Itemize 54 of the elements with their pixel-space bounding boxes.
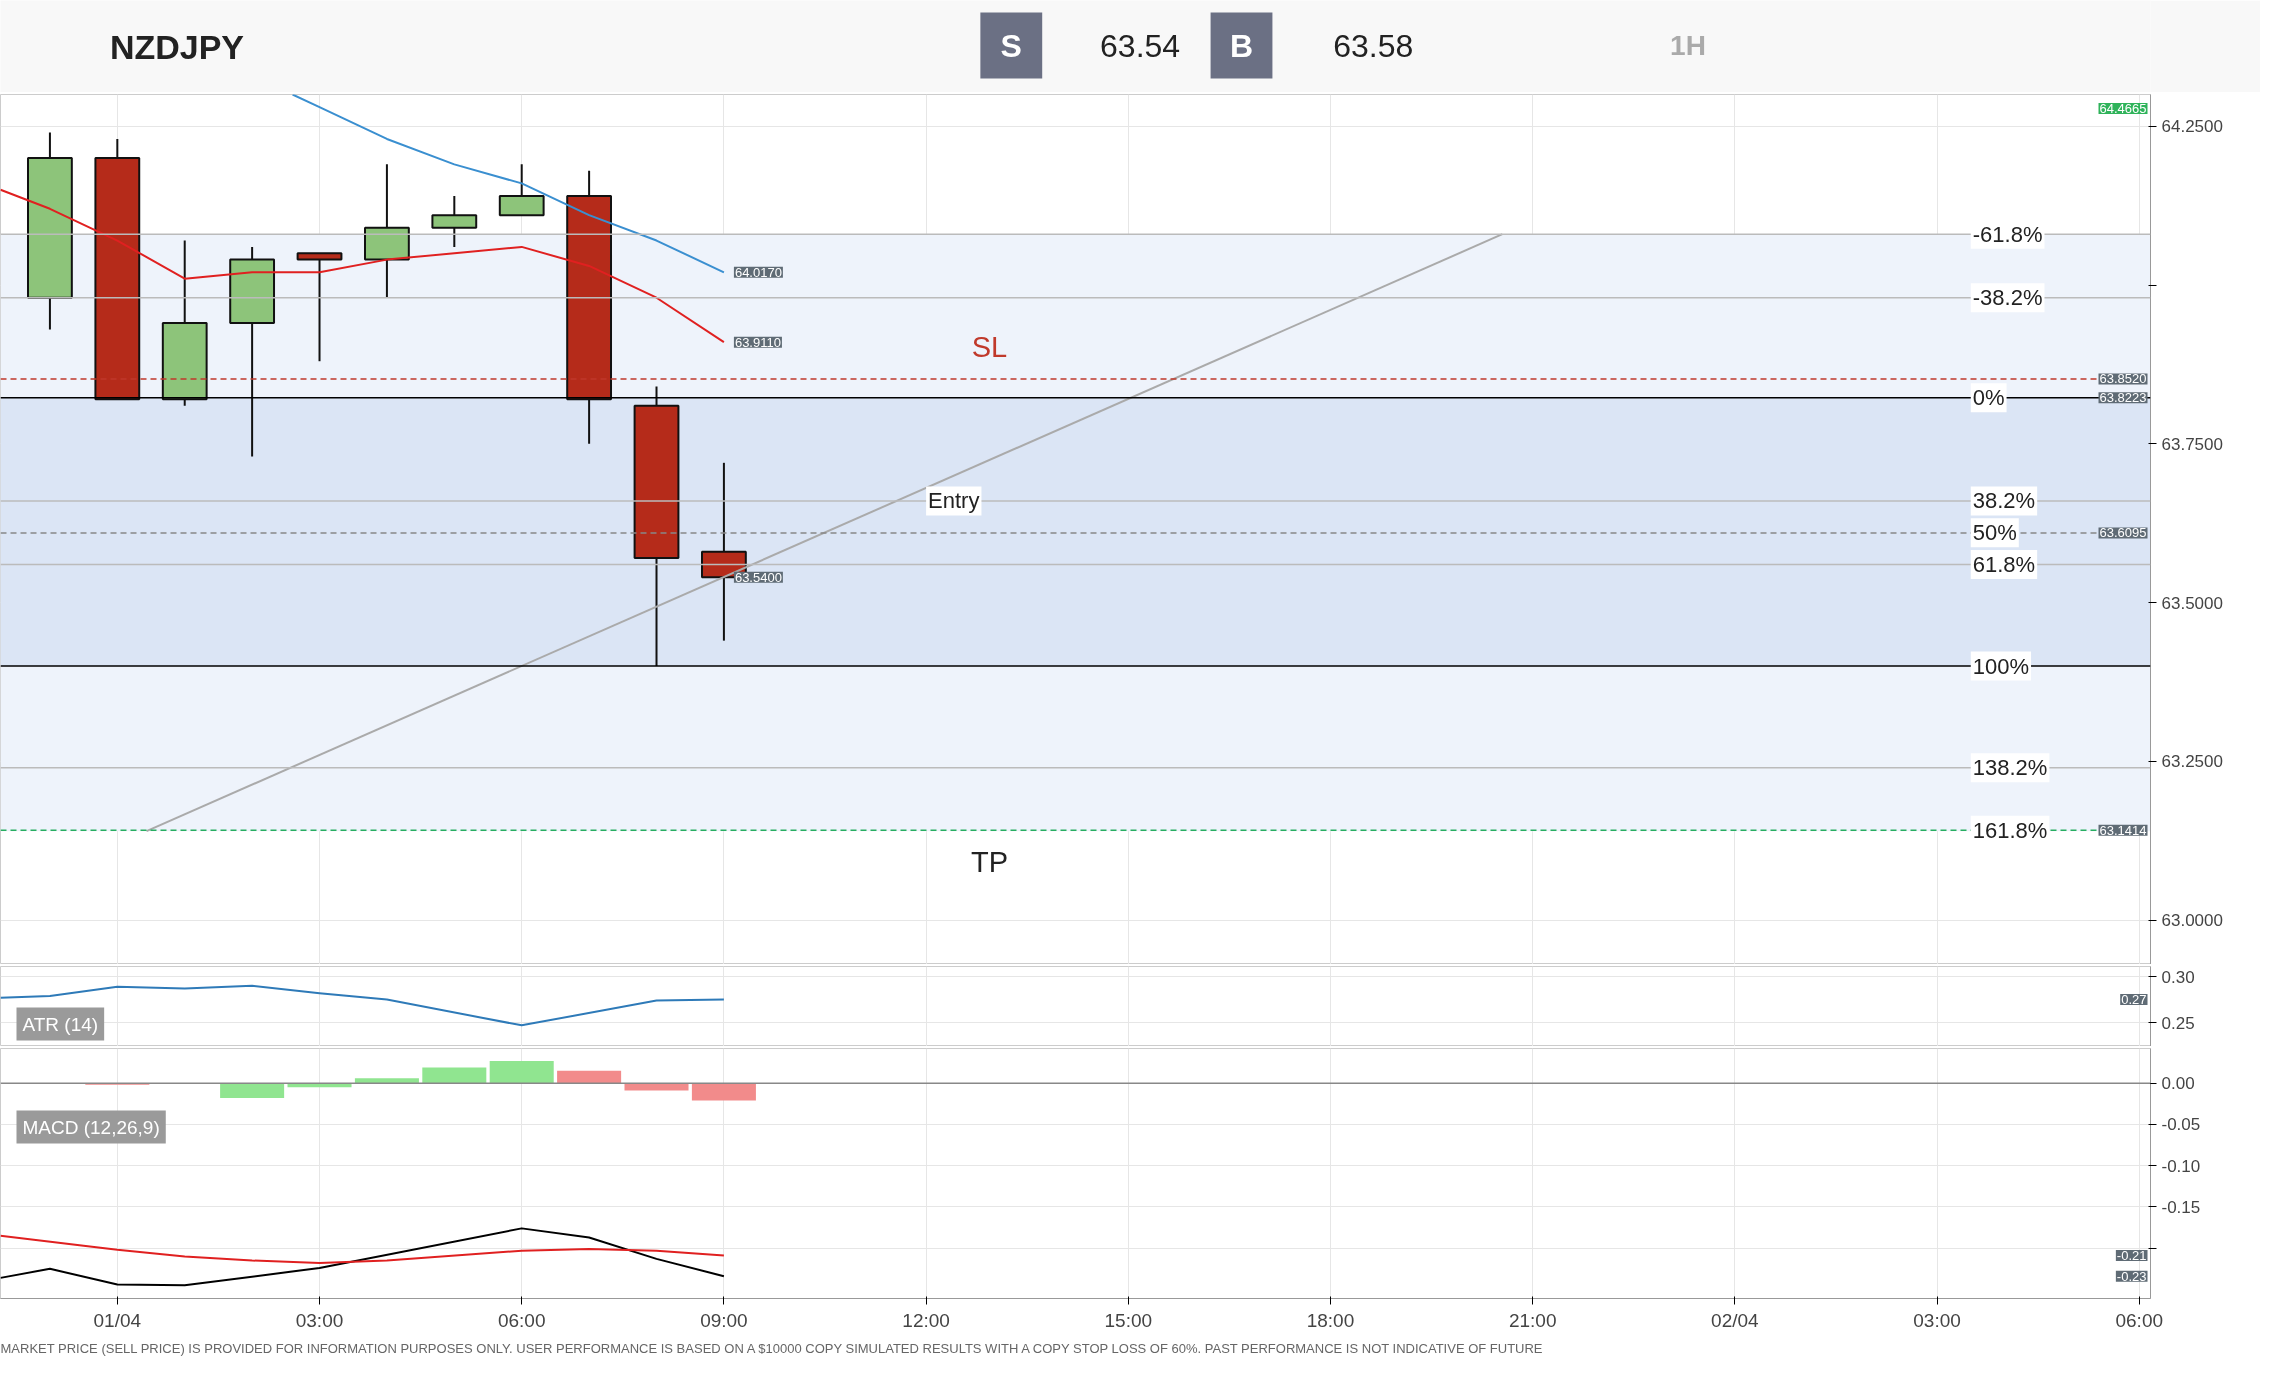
annotation: 64.4665 xyxy=(2099,101,2147,116)
y-tick-label: 63.0000 xyxy=(2161,911,2223,931)
y-tick-label: 0.00 xyxy=(2161,1074,2195,1094)
annotation: 38.2% xyxy=(1972,488,2036,514)
annotation: 100% xyxy=(1972,653,2030,679)
y-tick-label: -0.10 xyxy=(2161,1156,2201,1176)
y-tick-label: 63.5000 xyxy=(2161,593,2223,613)
annotation: -0.23 xyxy=(2116,1268,2147,1284)
annotation: 63.9110 xyxy=(734,334,781,350)
y-tick-label: 63.2500 xyxy=(2161,752,2223,772)
y-tick-label: 63.7500 xyxy=(2161,434,2223,454)
text: 63.58 xyxy=(1333,27,1414,64)
x-tick-label: 09:00 xyxy=(700,1309,748,1331)
x-tick-label: 06:00 xyxy=(2115,1309,2164,1331)
annotation: 63.6095 xyxy=(2099,525,2147,541)
ref-line-label: TP xyxy=(970,846,1009,879)
x-tick-label: 03:00 xyxy=(295,1309,344,1331)
x-tick-label: 01/04 xyxy=(93,1309,142,1331)
ref-line-label: SL xyxy=(971,331,1008,363)
annotation: -0.21 xyxy=(2116,1248,2147,1264)
y-tick-label: 64.2500 xyxy=(2161,117,2223,137)
x-tick-label: 21:00 xyxy=(1508,1309,1557,1331)
annotation: 61.8% xyxy=(1972,551,2036,577)
y-tick-label: 0.30 xyxy=(2161,967,2195,987)
text: MARKET PRICE (SELL PRICE) IS PROVIDED FOR INFORMATION PURPOSES ONLY. USER PERFORMANCE IS BASED ON A $10000 COPY SIMULATED RESULTS WITH A COPY STOP LOSS OF 60%. PAST PERFORMANCE IS NOT INDICATIVE OF FUTURE xyxy=(0,1340,1543,1356)
x-tick-label: 03:00 xyxy=(1913,1309,1961,1331)
annotation: -61.8% xyxy=(1972,221,2043,247)
annotation: Entry xyxy=(928,488,980,514)
annotation: -38.2% xyxy=(1972,285,2043,311)
text: 1H xyxy=(1670,30,1706,61)
annotation: 64.0170 xyxy=(734,264,782,280)
text: MACD (12,26,9) xyxy=(22,1116,160,1138)
x-tick-label: 06:00 xyxy=(497,1309,546,1331)
x-tick-label: 15:00 xyxy=(1104,1309,1153,1331)
annotation: 161.8% xyxy=(1972,817,2048,843)
annotation: 63.8520 xyxy=(2099,371,2147,387)
x-tick-label: 02/04 xyxy=(1711,1309,1760,1331)
annotation: 63.5400 xyxy=(734,569,782,585)
text: ATR (14) xyxy=(22,1013,99,1035)
chart-title: NZDJPY xyxy=(109,27,245,66)
annotation: 0.27 xyxy=(2121,992,2147,1008)
y-tick-label: 0.25 xyxy=(2161,1013,2195,1033)
annotation: 50% xyxy=(1972,520,2017,546)
annotation: 63.1414 xyxy=(2099,822,2147,838)
annotation: 0% xyxy=(1972,385,2005,411)
annotation: 138.2% xyxy=(1972,755,2048,781)
text: 63.54 xyxy=(1100,27,1181,64)
x-tick-label: 18:00 xyxy=(1306,1309,1355,1331)
text: S xyxy=(1000,27,1022,64)
y-tick-label: -0.05 xyxy=(2161,1115,2201,1135)
x-tick-label: 12:00 xyxy=(902,1309,950,1331)
annotation: 63.8223 xyxy=(2099,390,2147,406)
text: B xyxy=(1229,27,1254,64)
y-tick-label: -0.15 xyxy=(2161,1197,2201,1217)
